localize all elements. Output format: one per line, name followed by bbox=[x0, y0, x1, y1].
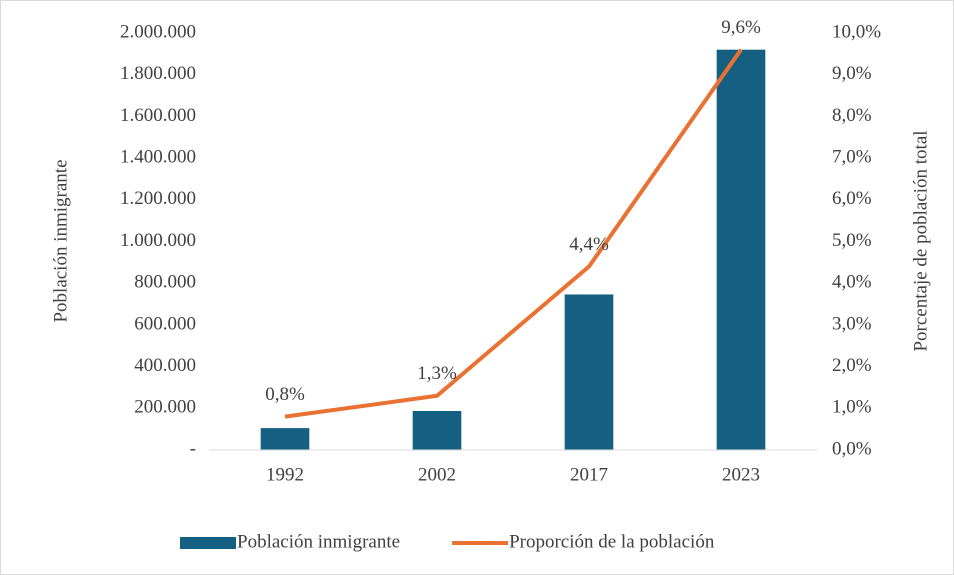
y-tick-label: 200.000 bbox=[134, 397, 196, 418]
y2-tick-label: 2,0% bbox=[832, 355, 872, 376]
y-tick-label: 2.000.000 bbox=[120, 21, 196, 42]
y-tick-label: 1.000.000 bbox=[120, 230, 196, 251]
y-axis-title: Población inmigrante bbox=[50, 159, 71, 322]
y-tick-label: 1.600.000 bbox=[120, 105, 196, 126]
x-tick-label: 2023 bbox=[722, 464, 760, 485]
y2-tick-label: 5,0% bbox=[832, 230, 872, 251]
y-tick-label: 600.000 bbox=[134, 313, 196, 334]
legend-label: Población inmigrante bbox=[237, 531, 400, 552]
y2-tick-label: 0,0% bbox=[832, 438, 872, 459]
y2-tick-label: 1,0% bbox=[832, 397, 872, 418]
y2-tick-label: 7,0% bbox=[832, 146, 872, 167]
data-label: 9,6% bbox=[721, 17, 761, 38]
x-tick-label: 1992 bbox=[266, 464, 304, 485]
line-series bbox=[284, 48, 743, 419]
bar bbox=[260, 428, 310, 450]
y2-tick-label: 6,0% bbox=[832, 188, 872, 209]
y-tick-label: 1.800.000 bbox=[120, 63, 196, 84]
y2-tick-label: 8,0% bbox=[832, 105, 872, 126]
bar bbox=[716, 49, 766, 451]
y-tick-label: - bbox=[190, 438, 196, 459]
y-tick-label: 1.200.000 bbox=[120, 188, 196, 209]
bar bbox=[412, 411, 462, 450]
y2-axis-title: Porcentaje de población total bbox=[910, 130, 931, 351]
y2-tick-label: 3,0% bbox=[832, 313, 872, 334]
legend-label: Proporción de la población bbox=[509, 531, 715, 552]
y2-tick-label: 4,0% bbox=[832, 272, 872, 293]
x-tick-label: 2002 bbox=[418, 464, 456, 485]
data-label: 4,4% bbox=[569, 234, 609, 255]
y2-tick-label: 9,0% bbox=[832, 63, 872, 84]
data-label: 0,8% bbox=[265, 384, 305, 405]
x-tick-label: 2017 bbox=[570, 464, 608, 485]
legend-swatch bbox=[180, 537, 236, 549]
y-tick-label: 400.000 bbox=[134, 355, 196, 376]
y-tick-label: 800.000 bbox=[134, 272, 196, 293]
y-tick-label: 1.400.000 bbox=[120, 146, 196, 167]
data-label: 1,3% bbox=[417, 363, 457, 384]
y2-tick-label: 10,0% bbox=[832, 21, 881, 42]
bar bbox=[564, 294, 614, 450]
